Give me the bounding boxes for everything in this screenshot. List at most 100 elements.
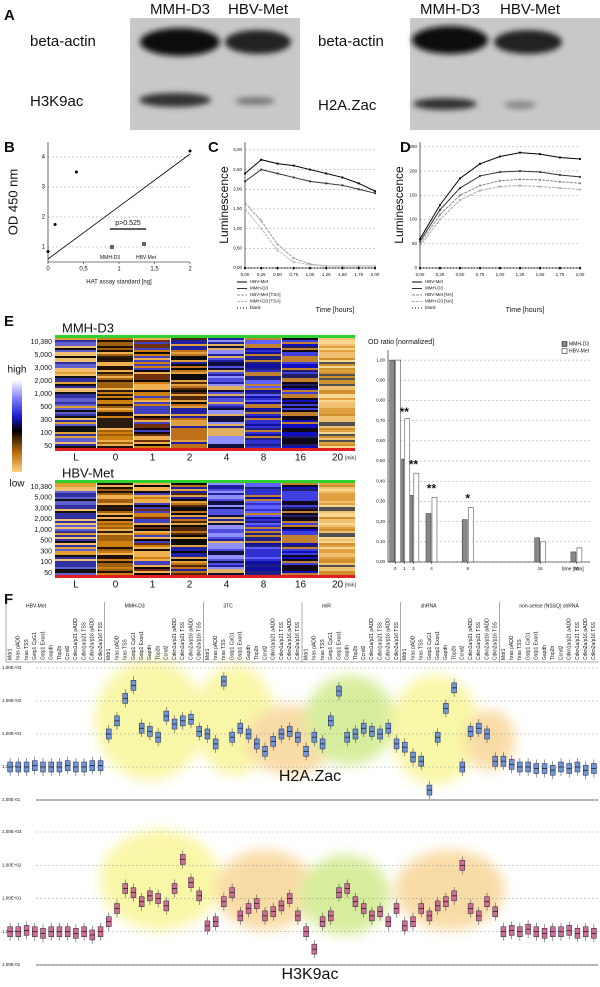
heatmap-row xyxy=(97,396,133,398)
legend-label: blank xyxy=(250,305,262,310)
group-label: miR xyxy=(322,603,331,609)
point xyxy=(458,266,462,270)
heatmap-row xyxy=(282,426,318,428)
heatmap-row xyxy=(134,400,170,402)
heatmap-row xyxy=(282,541,318,543)
heatmap-row xyxy=(55,432,96,434)
heatmap-row xyxy=(134,362,170,364)
heatmap-row xyxy=(171,380,207,382)
point xyxy=(518,151,522,154)
heatmap-row xyxy=(171,364,207,366)
heatmap-row xyxy=(171,382,207,384)
bar xyxy=(431,497,438,563)
heatmap-row xyxy=(55,442,96,444)
heatmap-row xyxy=(282,507,318,509)
panel-label: B xyxy=(4,139,15,156)
column-label: hras pADD xyxy=(410,635,416,660)
heatmap-row xyxy=(134,418,170,420)
heatmap-row xyxy=(245,553,281,555)
heatmap-row xyxy=(97,491,133,493)
heatmap-row xyxy=(134,370,170,372)
heatmap-row xyxy=(319,444,355,446)
column-label: Ccnd2 xyxy=(460,645,466,660)
heatmap-row xyxy=(319,529,355,531)
heatmap-row xyxy=(134,416,170,418)
legend-label: blank xyxy=(425,305,437,310)
heatmap-row xyxy=(245,368,281,370)
heatmap-row xyxy=(97,420,133,422)
y-tick-label: 0 xyxy=(414,265,417,270)
heatmap-row xyxy=(97,388,133,390)
heatmap-row xyxy=(55,551,96,553)
column-label: Cdkn2a/p16 TSS xyxy=(394,621,400,660)
heatmap-row xyxy=(245,561,281,563)
panel-label: E xyxy=(4,313,14,330)
heatmap-row xyxy=(319,531,355,533)
heatmap-row xyxy=(97,565,133,567)
heatmap-row xyxy=(55,388,96,390)
heatmap-row xyxy=(208,382,244,384)
column-label: hras TSS xyxy=(221,639,227,660)
heatmap-row xyxy=(55,489,96,491)
heatmap-row xyxy=(319,394,355,396)
heatmap-row xyxy=(55,400,96,402)
heatmap-row xyxy=(319,545,355,547)
heatmap-row xyxy=(134,497,170,499)
column-label: hras pADD xyxy=(16,635,22,660)
heatmap-row xyxy=(55,370,96,372)
y-tick-label: 3 xyxy=(42,185,46,191)
x-tick-label: 1,25 xyxy=(322,272,331,277)
heatmap-row xyxy=(134,547,170,549)
heatmap-row xyxy=(319,519,355,521)
heatmap-row xyxy=(282,561,318,563)
heatmap-row xyxy=(171,541,207,543)
heatmap-row xyxy=(245,529,281,531)
column-label: Gstp1 Exon1 xyxy=(139,631,145,660)
heatmap-row xyxy=(134,408,170,410)
heatmap-row xyxy=(319,390,355,392)
heatmap-row xyxy=(171,442,207,444)
heatmap-row-label: 50 xyxy=(44,443,52,450)
point xyxy=(373,192,377,195)
heatmap-row xyxy=(319,505,355,507)
x-tick-label: 1,75 xyxy=(556,272,565,277)
point xyxy=(292,164,295,167)
annotation: MMH-D3 xyxy=(100,255,120,261)
heatmap-row xyxy=(134,394,170,396)
heatmap-row xyxy=(134,364,170,366)
heatmap-row xyxy=(97,350,133,352)
heatmap-row xyxy=(282,404,318,406)
heatmap-row xyxy=(97,384,133,386)
heatmap-row xyxy=(208,547,244,549)
column-label: Gstp1 CpG1 xyxy=(525,632,531,660)
heatmap-row xyxy=(134,503,170,505)
heatmap-row xyxy=(97,440,133,442)
heatmap-row xyxy=(208,557,244,559)
heatmap-row xyxy=(97,398,133,400)
x-tick-label: 2,00 xyxy=(371,272,380,277)
heatmap-row xyxy=(171,549,207,551)
legend-label: HBV-Met xyxy=(250,279,269,284)
heatmap-row xyxy=(208,392,244,394)
heatmap-row xyxy=(171,436,207,438)
heatmap-row xyxy=(319,489,355,491)
heatmap-row xyxy=(319,547,355,549)
heatmap-row xyxy=(245,549,281,551)
column-label: Cdkn1a/p21 pADD xyxy=(73,618,79,660)
heatmap-row xyxy=(171,531,207,533)
heatmap-row xyxy=(171,342,207,344)
heatmap-row xyxy=(97,366,133,368)
column-label: Gapdh xyxy=(49,645,55,660)
heatmap-column-label: 1 xyxy=(150,453,156,464)
heatmap-column-label: 8 xyxy=(261,580,267,591)
point xyxy=(578,266,582,270)
column-label: Cdkn1a/p21 TSS xyxy=(377,621,383,660)
series-line xyxy=(244,202,375,267)
heatmap-row xyxy=(134,507,170,509)
heatmap-row xyxy=(282,565,318,567)
heatmap-row xyxy=(245,569,281,571)
heatmap-row xyxy=(245,372,281,374)
heatmap-row xyxy=(97,432,133,434)
heatmap-row xyxy=(97,513,133,515)
